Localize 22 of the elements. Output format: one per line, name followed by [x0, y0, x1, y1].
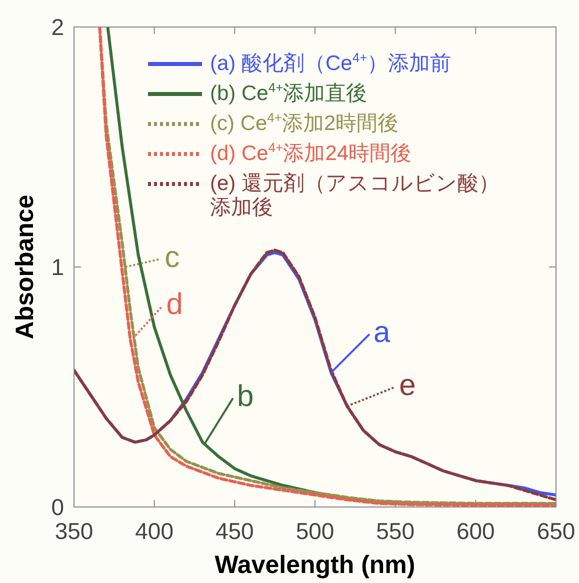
annotation: e	[399, 369, 416, 402]
legend-label: (d) Ce$^{4+}$添加24時間後	[210, 140, 412, 166]
annotation: a	[373, 316, 390, 350]
x-tick-label: 350	[54, 518, 94, 544]
annotation: d	[166, 288, 183, 322]
y-tick-label: 2	[51, 14, 64, 40]
legend-label: (e) 還元剤（アスコルビン酸）添加後	[210, 172, 500, 220]
y-tick-label: 1	[51, 254, 64, 280]
annotation: c	[164, 241, 180, 274]
annotation: b	[236, 380, 254, 414]
legend-label: (b) Ce$^{4+}$添加直後	[210, 80, 368, 106]
legend-label: (a) 酸化剤（Ce$^{4+}$）添加前	[210, 50, 452, 76]
x-tick-label: 650	[536, 518, 576, 544]
x-tick-label: 500	[296, 518, 334, 544]
x-axis-title: Wavelength (nm)	[214, 551, 416, 579]
x-tick-label: 400	[135, 518, 174, 544]
y-tick-label: 0	[51, 494, 64, 520]
legend-label: (c) Ce$^{4+}$添加2時間後	[210, 110, 399, 136]
x-tick-label: 450	[215, 518, 254, 544]
x-tick-label: 600	[456, 518, 495, 544]
x-tick-label: 550	[376, 518, 415, 544]
y-axis-title: Absorbance	[11, 194, 39, 340]
